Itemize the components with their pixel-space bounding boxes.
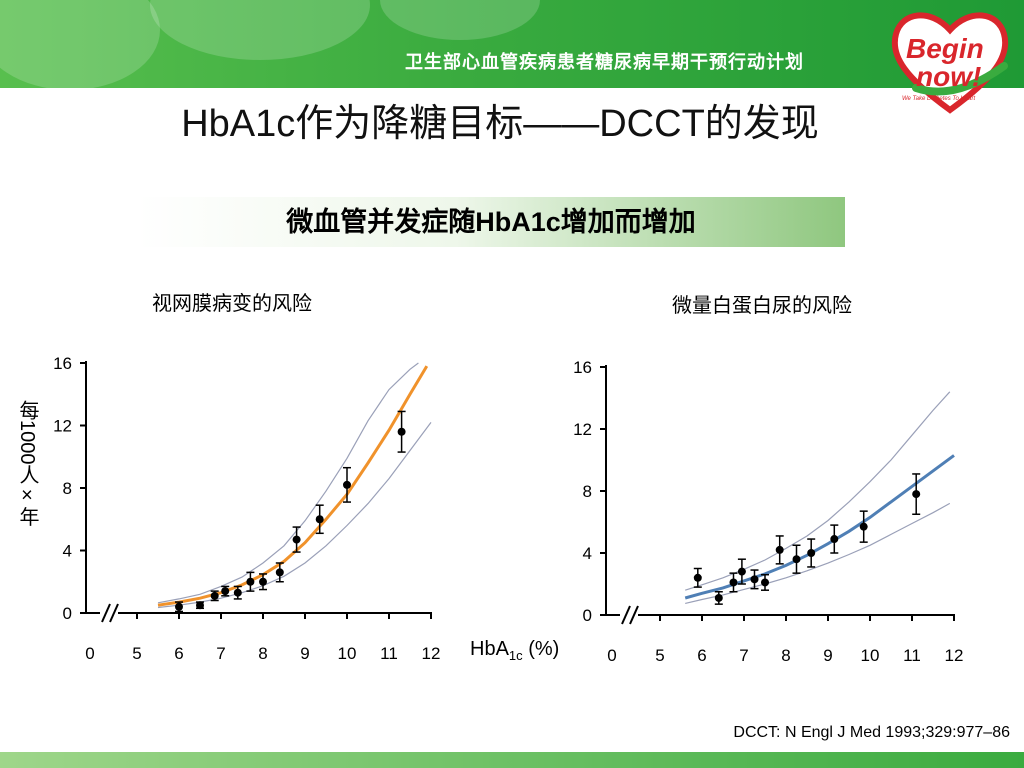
albuminuria-x-tick-label: 10	[861, 646, 880, 665]
program-name: 卫生部心血管疾病患者糖尿病早期干预行动计划	[405, 52, 804, 72]
retinopathy-data-point	[175, 602, 183, 611]
albuminuria-data-point	[714, 593, 723, 602]
albuminuria-y-tick-label: 4	[583, 544, 592, 563]
x-axis-label-sub: 1c	[508, 648, 523, 663]
albuminuria-data-point	[830, 535, 839, 544]
header-banner: 卫生部心血管疾病患者糖尿病早期干预行动计划	[0, 0, 1024, 88]
albuminuria-x-tick-label: 8	[781, 646, 790, 665]
slide-title: HbA1c作为降糖目标——DCCT的发现	[181, 103, 819, 145]
x-axis-label-main: HbA	[470, 638, 509, 660]
albuminuria-x-tick-label: 11	[903, 646, 921, 665]
albuminuria-y-tick-label: 0	[583, 606, 592, 625]
retinopathy-x-tick-label: 8	[258, 644, 267, 663]
albuminuria-data-point	[775, 545, 784, 554]
chart-title-albuminuria: 微量白蛋白尿的风险	[672, 295, 852, 317]
retinopathy-x-tick-label: 12	[422, 644, 441, 663]
retinopathy-y-tick-label: 8	[63, 479, 72, 498]
retinopathy-data-point	[221, 587, 230, 596]
albuminuria-x-tick-label: 0	[607, 646, 616, 665]
albuminuria-data-point	[750, 575, 759, 584]
retinopathy-y-tick-label: 12	[53, 417, 72, 436]
y-axis-label: 每1000人×年	[16, 400, 38, 527]
albuminuria-data-point	[807, 549, 816, 557]
retinopathy-data-point	[246, 577, 255, 586]
albuminuria-x-tick-label: 9	[823, 646, 832, 665]
logo-tagline: We Take Diabetes To Heart	[902, 96, 975, 102]
retinopathy-data-point	[397, 427, 406, 436]
albuminuria-x-tick-label: 12	[945, 646, 964, 665]
albuminuria-axis-break-1	[621, 605, 631, 625]
albuminuria-x-tick-label: 6	[697, 646, 706, 665]
retinopathy-data-point	[259, 577, 267, 586]
albuminuria-x-tick-label: 5	[655, 646, 664, 665]
albuminuria-data-point	[729, 578, 738, 587]
citation: DCCT: N Engl J Med 1993;329:977–86	[733, 724, 1010, 741]
retinopathy-data-point	[292, 535, 301, 544]
albuminuria-y-tick-label: 16	[573, 358, 592, 377]
retinopathy-data-point	[275, 568, 284, 577]
retinopathy-axis-break-1	[101, 603, 111, 623]
retinopathy-data-point	[315, 515, 324, 524]
albuminuria-ci-lower-line	[685, 502, 951, 604]
retinopathy-data-point	[233, 588, 242, 597]
albuminuria-data-point	[761, 578, 769, 587]
retinopathy-fit-curve	[157, 365, 429, 607]
albuminuria-x-tick-label: 7	[739, 646, 748, 665]
albuminuria-axis-break-2	[629, 605, 639, 625]
retinopathy-data-point	[343, 480, 351, 489]
retinopathy-data-point	[210, 591, 219, 600]
retinopathy-axis-break-2	[109, 603, 119, 623]
logo-text-now: now!	[916, 61, 981, 92]
retinopathy-data-point	[196, 601, 204, 610]
albuminuria-y-tick-label: 8	[583, 482, 592, 501]
albuminuria-fit-curve	[684, 454, 955, 600]
retinopathy-x-tick-label: 5	[132, 644, 141, 663]
albuminuria-y-tick-label: 12	[573, 420, 592, 439]
retinopathy-x-tick-label: 10	[338, 644, 357, 663]
retinopathy-y-tick-label: 0	[63, 604, 72, 623]
retinopathy-y-tick-label: 4	[63, 542, 72, 561]
x-axis-label-unit: (%)	[522, 638, 560, 660]
albuminuria-data-point	[737, 567, 746, 576]
footer-bar	[0, 752, 1024, 768]
retinopathy-x-tick-label: 9	[300, 644, 309, 663]
retinopathy-x-tick-label: 7	[216, 644, 225, 663]
chart-title-retinopathy: 视网膜病变的风险	[152, 293, 312, 315]
albuminuria-data-point	[693, 573, 702, 582]
albuminuria-ci-upper-line	[685, 391, 951, 591]
begin-now-logo: Begin now! We Take Diabetes To Heart	[891, 12, 1009, 114]
albuminuria-data-point	[792, 555, 801, 564]
x-axis-label: HbA1c (%)	[470, 638, 559, 663]
logo-text-begin: Begin	[906, 33, 984, 64]
retinopathy-ci-lower-line	[157, 422, 432, 609]
retinopathy-y-tick-label: 16	[53, 354, 72, 373]
retinopathy-x-tick-label: 11	[380, 644, 398, 663]
albuminuria-data-point	[912, 490, 921, 499]
retinopathy-ci-upper-line	[157, 362, 419, 604]
subtitle-banner: 微血管并发症随HbA1c增加而增加	[137, 197, 845, 247]
retinopathy-x-tick-label: 6	[174, 644, 183, 663]
albuminuria-data-point	[859, 522, 868, 531]
retinopathy-x-tick-label: 0	[85, 644, 94, 663]
